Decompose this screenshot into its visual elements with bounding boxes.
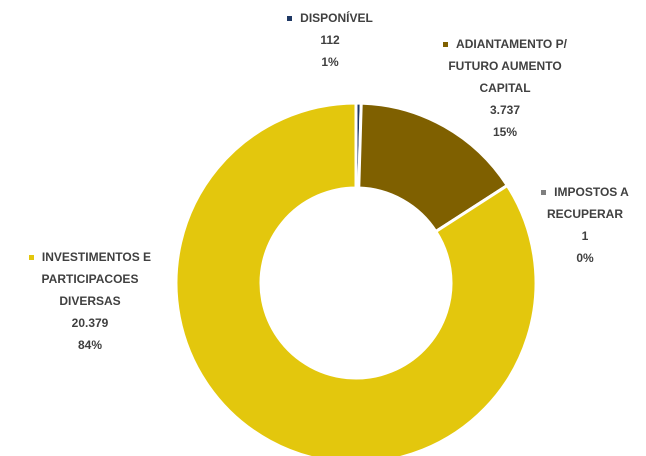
- label-name: DISPONÍVEL: [255, 7, 405, 29]
- data-label: DISPONÍVEL 112 1%: [255, 7, 405, 73]
- data-label: ADIANTAMENTO P/ FUTURO AUMENTO CAPITAL 3.…: [440, 33, 570, 143]
- label-name: INVESTIMENTOS E PARTICIPACOES DIVERSAS: [10, 246, 170, 312]
- category-name: DISPONÍVEL: [300, 11, 373, 25]
- data-label: INVESTIMENTOS E PARTICIPACOES DIVERSAS 20…: [10, 246, 170, 356]
- value-label: 3.737: [489, 103, 521, 117]
- label-name: ADIANTAMENTO P/ FUTURO AUMENTO CAPITAL: [440, 33, 570, 99]
- percent-label: 84%: [77, 338, 103, 352]
- label-name: IMPOSTOS A RECUPERAR: [530, 181, 640, 225]
- category-name: IMPOSTOS A RECUPERAR: [546, 185, 629, 221]
- data-label: IMPOSTOS A RECUPERAR 1 0%: [530, 181, 640, 269]
- legend-marker: [28, 255, 34, 261]
- percent-label: 15%: [492, 125, 518, 139]
- category-name: ADIANTAMENTO P/ FUTURO AUMENTO CAPITAL: [448, 37, 567, 95]
- value-label: 1: [581, 229, 589, 243]
- percent-label: 0%: [576, 251, 594, 265]
- legend-marker: [287, 16, 293, 22]
- legend-marker: [541, 190, 547, 196]
- slice: [174, 101, 538, 456]
- legend-marker: [443, 42, 449, 48]
- percent-label: 1%: [321, 55, 339, 69]
- value-label: 20.379: [71, 316, 109, 330]
- value-label: 112: [320, 33, 340, 47]
- category-name: INVESTIMENTOS E PARTICIPACOES DIVERSAS: [41, 250, 152, 308]
